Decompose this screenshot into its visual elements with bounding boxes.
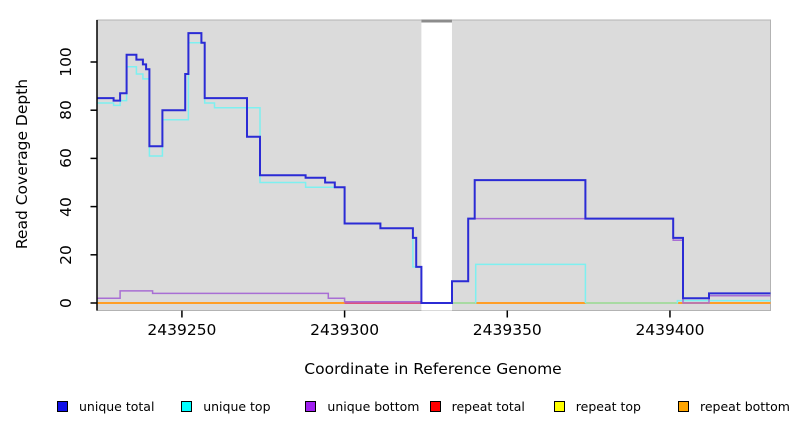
legend-item-repeat-bottom: repeat bottom bbox=[678, 399, 790, 414]
legend-swatch bbox=[678, 401, 689, 412]
legend-item-unique-bottom: unique bottom bbox=[305, 399, 419, 414]
legend-swatch bbox=[305, 401, 317, 412]
legend-swatch bbox=[181, 401, 193, 412]
legend-swatch bbox=[57, 401, 68, 412]
legend-item-repeat-total: repeat total bbox=[429, 399, 525, 414]
legend-item-repeat-top: repeat top bbox=[553, 399, 641, 414]
x-axis-title: Coordinate in Reference Genome bbox=[304, 360, 562, 378]
legend-label: unique total bbox=[79, 399, 155, 414]
y-tick-label: 100 bbox=[57, 47, 75, 77]
series-line-unique-total bbox=[97, 32, 771, 304]
legend-item-unique-top: unique top bbox=[181, 399, 271, 414]
coverage-gap-band bbox=[421, 20, 452, 311]
x-tick-label: 2439300 bbox=[310, 321, 380, 339]
legend-item-unique-total: unique total bbox=[57, 399, 154, 414]
legend-label: repeat total bbox=[451, 399, 525, 414]
y-tick-label: 40 bbox=[57, 196, 75, 217]
coverage-gap-cap bbox=[421, 19, 452, 23]
y-tick-label: 0 bbox=[57, 298, 75, 308]
y-tick-label: 80 bbox=[57, 100, 75, 121]
legend-label: unique top bbox=[203, 399, 271, 414]
x-tick-label: 2439400 bbox=[635, 321, 705, 339]
legend-label: repeat bottom bbox=[700, 399, 790, 414]
series-line-unique-top bbox=[474, 263, 587, 304]
legend-label: repeat top bbox=[575, 399, 641, 414]
x-tick-label: 2439250 bbox=[147, 321, 217, 339]
x-tick-label: 2439350 bbox=[472, 321, 542, 339]
series-line-unique-top bbox=[676, 299, 771, 304]
y-tick-label: 20 bbox=[57, 244, 75, 265]
legend-swatch bbox=[553, 401, 565, 412]
y-tick-label: 60 bbox=[57, 148, 75, 169]
legend-label: unique bottom bbox=[327, 399, 420, 414]
legend-swatch bbox=[429, 401, 441, 412]
y-axis-title: Read Coverage Depth bbox=[13, 78, 31, 250]
